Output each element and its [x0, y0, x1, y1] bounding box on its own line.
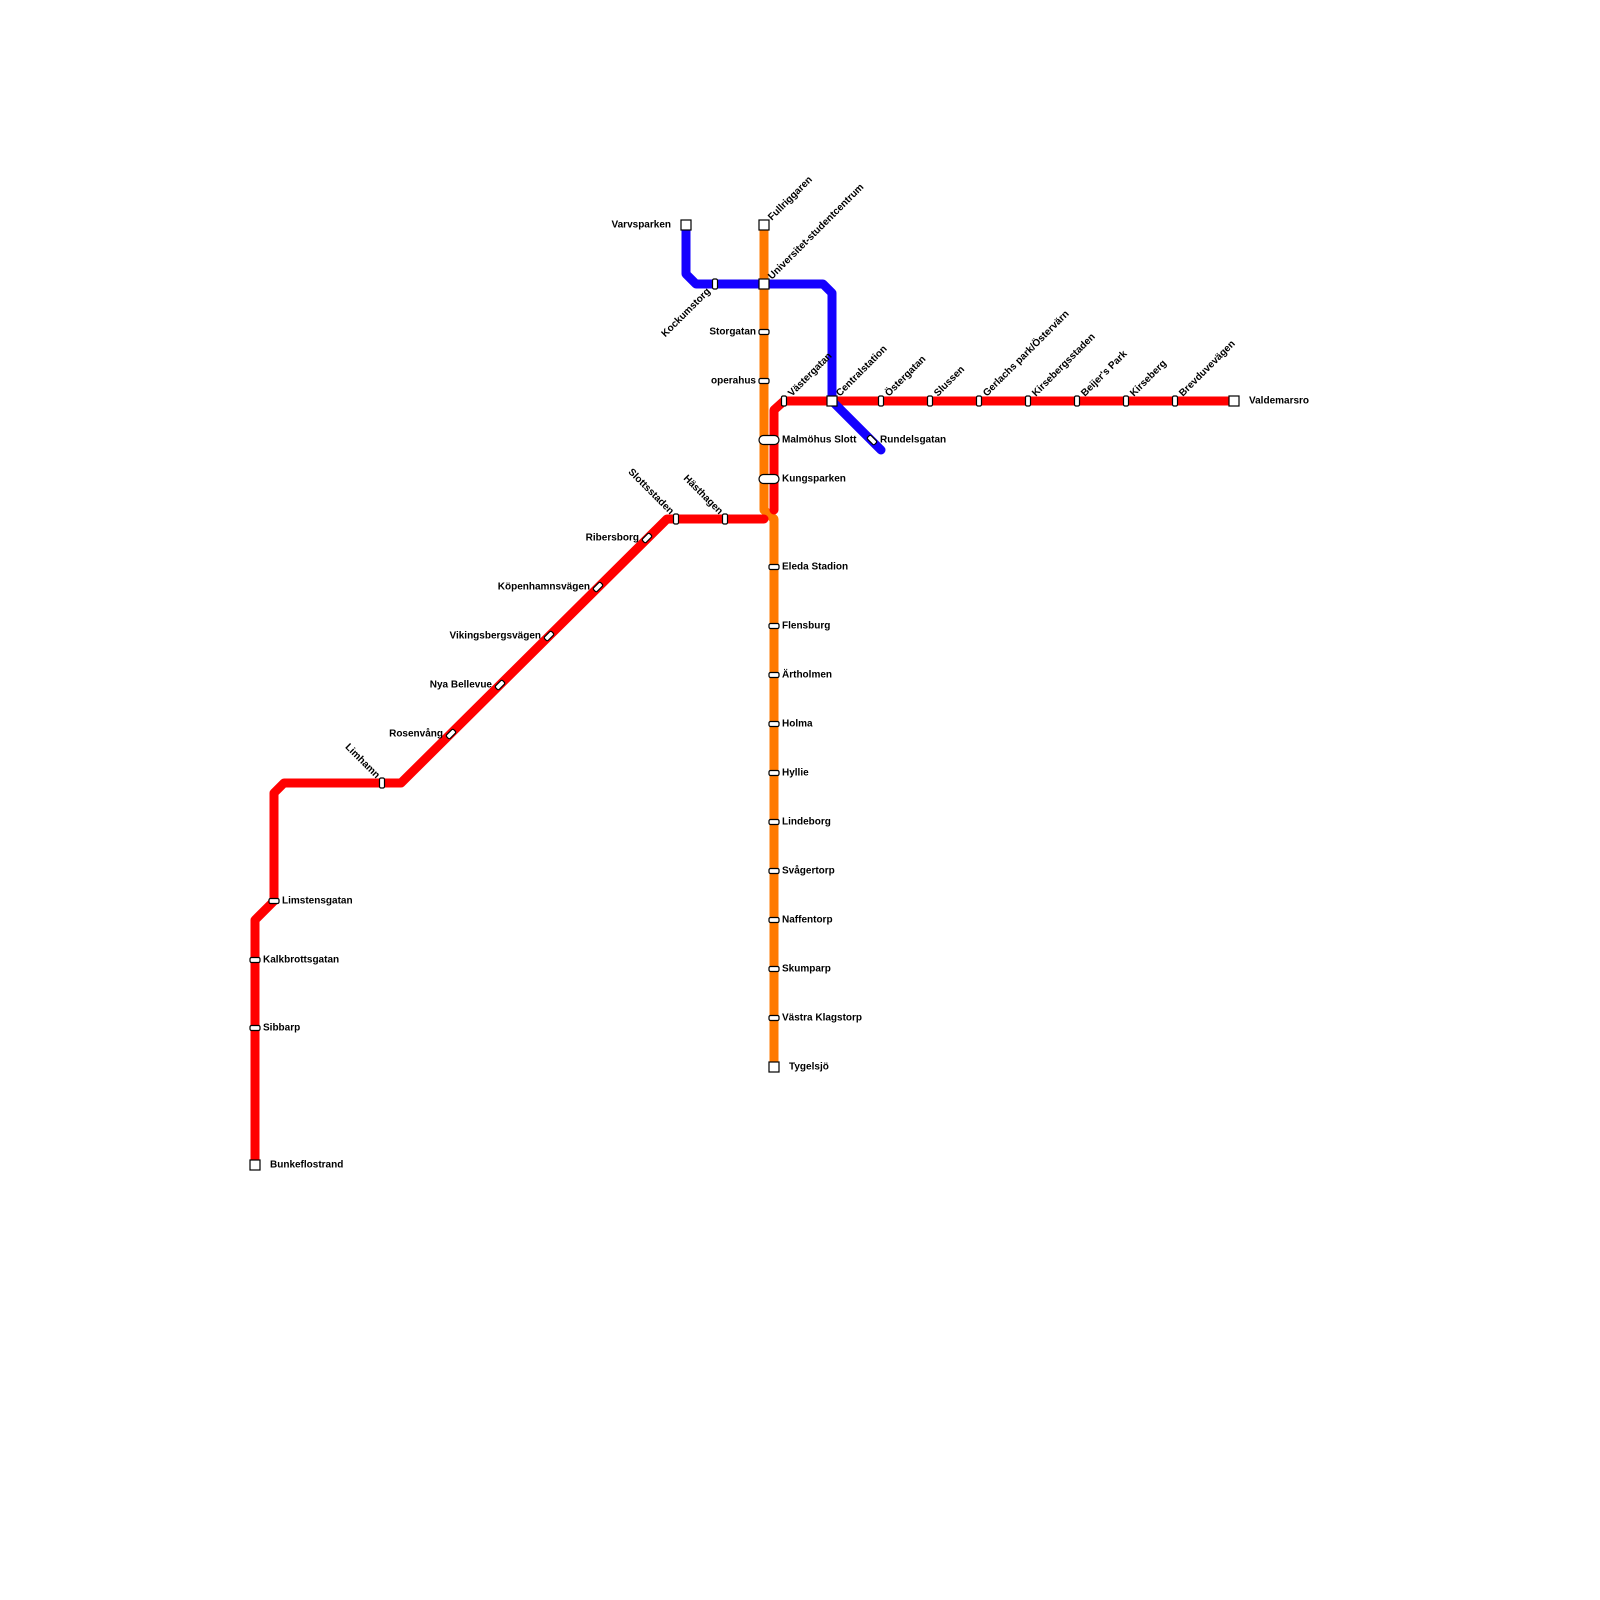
station-label: Hästhagen: [681, 473, 725, 517]
red-line: [250, 514, 769, 1170]
station-marker: [768, 563, 780, 571]
station-marker: [721, 513, 729, 525]
station-label: Kalkbrottsgatan: [263, 955, 339, 966]
station-label: Storgatan: [709, 327, 756, 338]
station-marker: [1024, 395, 1032, 407]
station-marker: [768, 769, 780, 777]
station-marker: [768, 720, 780, 728]
terminus-marker: [1228, 395, 1240, 407]
station-label: Slussen: [932, 364, 967, 399]
station-marker: [758, 377, 770, 385]
station-label: Rosenvång: [389, 728, 443, 740]
station-label: Nya Bellevue: [430, 680, 493, 691]
station-label: Västra Klagstorp: [782, 1013, 862, 1024]
station-marker: [768, 622, 780, 630]
station-label: Svågertorp: [782, 865, 835, 877]
station-marker: [926, 395, 934, 407]
station-marker: [1073, 395, 1081, 407]
station-marker: [768, 1014, 780, 1022]
station-label: operahus: [711, 376, 756, 387]
interchange-marker: [758, 434, 780, 446]
station-label: Hyllie: [782, 768, 809, 779]
station-marker: [975, 395, 983, 407]
station-marker: [768, 867, 780, 875]
station-label: Ärtholmen: [782, 668, 832, 681]
station-label: Centralstation: [834, 344, 889, 399]
station-marker: [758, 328, 770, 336]
terminus-marker: [826, 395, 838, 407]
station-label: Kockumstorg: [660, 286, 713, 339]
station-label: Kungsparken: [782, 474, 846, 485]
station-label: Östergatan: [882, 352, 929, 399]
station-label: Flensburg: [782, 621, 830, 632]
station-label: Kirseberg: [1128, 358, 1169, 399]
station-marker: [1171, 395, 1179, 407]
orange-line: [759, 220, 779, 1072]
station-marker: [768, 818, 780, 826]
station-label: Köpenhamnsvägen: [498, 582, 590, 593]
station-label: Eleda Stadion: [782, 562, 848, 573]
terminus-marker: [768, 1061, 780, 1073]
station-label: Naffentorp: [782, 915, 833, 926]
terminus-marker: [758, 278, 770, 290]
station-label: Brevduvevägen: [1177, 339, 1237, 399]
station-label: Lindeborg: [782, 817, 831, 828]
station-marker: [543, 630, 555, 642]
station-marker: [672, 513, 680, 525]
station-marker: [1122, 395, 1130, 407]
station-marker: [877, 395, 885, 407]
station-label: Beijer's Park: [1079, 348, 1130, 399]
station-label: Bunkeflostrand: [270, 1160, 343, 1171]
station-label: Sibbarp: [263, 1023, 300, 1034]
station-label: Västergatan: [786, 351, 834, 399]
interchange-marker: [758, 473, 780, 485]
station-label: Holma: [782, 719, 813, 730]
station-label: Fullriggaren: [766, 174, 815, 223]
station-marker: [768, 965, 780, 973]
station-label: Slottsstaden: [626, 467, 676, 517]
terminus-marker: [680, 219, 692, 231]
station-label: Gerlachs park/Östervärn: [980, 307, 1072, 399]
red-line-east: [769, 396, 1239, 515]
station-label: Tygelsjö: [789, 1062, 829, 1073]
station-marker: [249, 1024, 261, 1032]
station-label: Malmöhus Slott: [782, 435, 857, 446]
station-label: Vikingsbergsvägen: [449, 631, 541, 642]
station-label: Ribersborg: [586, 533, 639, 544]
station-label: Limhamn: [343, 742, 382, 781]
station-marker: [249, 956, 261, 964]
station-marker: [268, 897, 280, 905]
station-marker: [780, 395, 788, 407]
station-marker: [641, 532, 653, 544]
station-label: Universitet-studentcentrum: [766, 182, 866, 282]
terminus-marker: [249, 1159, 261, 1171]
station-marker: [866, 434, 878, 446]
station-marker: [768, 671, 780, 679]
terminus-marker: [758, 219, 770, 231]
station-marker: [494, 679, 506, 691]
station-marker: [445, 728, 457, 740]
station-label: Valdemarsro: [1249, 396, 1309, 407]
station-marker: [711, 278, 719, 290]
station-label: Rundelsgatan: [880, 435, 946, 446]
station-label: Skumparp: [782, 964, 831, 975]
station-marker: [768, 916, 780, 924]
station-marker: [378, 777, 386, 789]
stations: Bunkeflostrand Sibbarp Kalkbrottsgatan Lims…: [249, 174, 1309, 1171]
station-label: Limstensgatan: [282, 896, 353, 907]
station-marker: [592, 581, 604, 593]
station-label: Varvsparken: [612, 220, 672, 231]
